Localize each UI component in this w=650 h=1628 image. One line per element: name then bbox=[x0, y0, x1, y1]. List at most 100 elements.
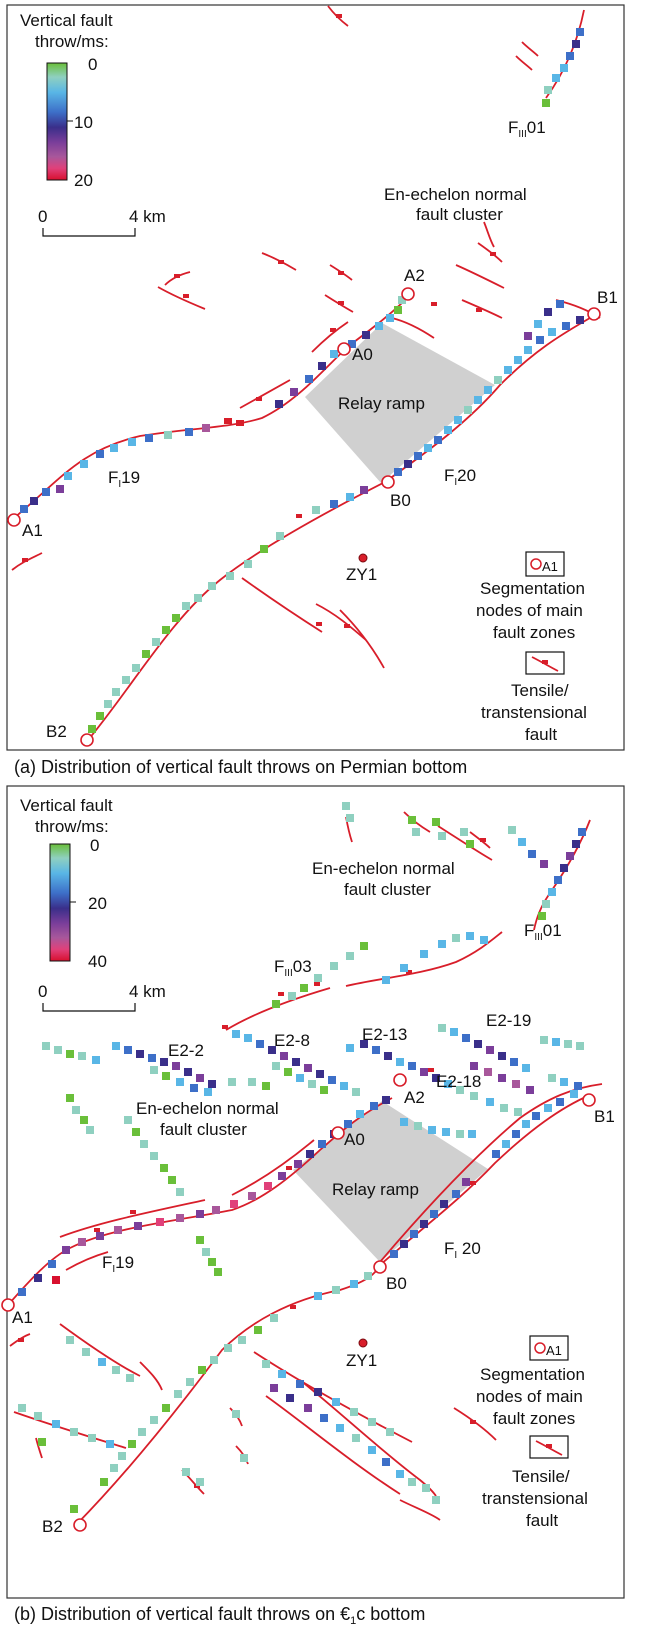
label-A2: A2 bbox=[404, 1088, 425, 1107]
key-tensile-line2: transtensional bbox=[482, 1489, 588, 1508]
throw-marker bbox=[204, 1088, 212, 1096]
throw-marker bbox=[176, 1214, 184, 1222]
throw-marker bbox=[512, 1130, 520, 1138]
throw-marker bbox=[124, 1116, 132, 1124]
label-A1: A1 bbox=[12, 1308, 33, 1327]
throw-marker bbox=[566, 852, 574, 860]
throw-marker bbox=[98, 1358, 106, 1366]
tick bbox=[236, 420, 244, 426]
fault-a-seg-13 bbox=[241, 577, 323, 633]
throw-colorbar bbox=[49, 843, 71, 962]
throw-marker bbox=[404, 460, 412, 468]
tick bbox=[183, 294, 189, 298]
throw-marker bbox=[444, 426, 452, 434]
key-tensile-line3: fault bbox=[525, 725, 557, 744]
tick bbox=[224, 418, 232, 424]
throw-marker bbox=[554, 876, 562, 884]
throw-marker bbox=[34, 1274, 42, 1282]
throw-marker bbox=[92, 1056, 100, 1064]
key-node-tag: A1 bbox=[542, 559, 558, 574]
fault-a-seg-19 bbox=[521, 41, 539, 57]
tick bbox=[130, 1210, 136, 1214]
throw-marker bbox=[182, 1468, 190, 1476]
tick bbox=[490, 252, 496, 256]
throw-marker bbox=[56, 485, 64, 493]
throw-marker bbox=[142, 650, 150, 658]
label-A1: A1 bbox=[22, 521, 43, 540]
tick bbox=[344, 624, 350, 628]
throw-marker bbox=[430, 1210, 438, 1218]
label-A2: A2 bbox=[404, 266, 425, 285]
throw-marker bbox=[148, 1054, 156, 1062]
throw-marker bbox=[394, 306, 402, 314]
throw-marker bbox=[566, 52, 574, 60]
node-A1 bbox=[7, 513, 21, 527]
throw-marker bbox=[18, 1404, 26, 1412]
tick bbox=[476, 308, 482, 312]
throw-marker bbox=[474, 1040, 482, 1048]
throw-marker bbox=[438, 1024, 446, 1032]
legend-title-line2: throw/ms: bbox=[35, 817, 109, 836]
label-enechelon-mid-line1: En-echelon normal bbox=[136, 1099, 279, 1118]
throw-marker bbox=[228, 1078, 236, 1086]
throw-marker bbox=[86, 1126, 94, 1134]
throw-marker bbox=[348, 340, 356, 348]
throw-marker bbox=[186, 1378, 194, 1386]
throw-marker bbox=[312, 506, 320, 514]
throw-marker bbox=[432, 1496, 440, 1504]
tick bbox=[336, 14, 342, 18]
throw-marker bbox=[474, 396, 482, 404]
tick bbox=[470, 1420, 476, 1424]
key-node-tag: A1 bbox=[546, 1343, 562, 1358]
node-B0 bbox=[381, 475, 395, 489]
throw-marker bbox=[532, 1112, 540, 1120]
label-enechelon-line2: fault cluster bbox=[416, 205, 503, 224]
throw-marker bbox=[398, 296, 406, 304]
fault-b-seg-22 bbox=[399, 1499, 441, 1521]
fault-b-seg-4 bbox=[379, 1083, 603, 1263]
fault-b-seg-13 bbox=[59, 1323, 141, 1377]
label-B1: B1 bbox=[594, 1107, 615, 1126]
key-node-line2: nodes of main bbox=[476, 1387, 583, 1406]
throw-marker bbox=[238, 1336, 246, 1344]
throw-marker bbox=[330, 500, 338, 508]
legend-tick-0: 0 bbox=[88, 55, 97, 74]
throw-marker bbox=[422, 1484, 430, 1492]
throw-marker bbox=[384, 1052, 392, 1060]
throw-marker bbox=[332, 1286, 340, 1294]
throw-marker bbox=[106, 1440, 114, 1448]
throw-marker bbox=[118, 1452, 126, 1460]
panel-a-caption: (a) Distribution of vertical fault throw… bbox=[14, 757, 467, 777]
throw-marker bbox=[350, 1408, 358, 1416]
throw-marker bbox=[156, 1218, 164, 1226]
throw-marker bbox=[514, 1108, 522, 1116]
throw-marker bbox=[292, 1058, 300, 1066]
node-B1 bbox=[587, 307, 601, 321]
legend-tick-40: 40 bbox=[88, 952, 107, 971]
throw-marker bbox=[486, 1098, 494, 1106]
throw-marker bbox=[408, 1062, 416, 1070]
throw-marker bbox=[552, 1038, 560, 1046]
throw-marker bbox=[54, 1046, 62, 1054]
throw-marker bbox=[420, 1068, 428, 1076]
throw-marker bbox=[260, 545, 268, 553]
key-node-circle bbox=[534, 1342, 546, 1354]
throw-marker bbox=[460, 828, 468, 836]
throw-marker bbox=[364, 1272, 372, 1280]
throw-marker bbox=[96, 1232, 104, 1240]
scale-right: 4 km bbox=[129, 207, 166, 226]
fault-b-seg-21 bbox=[35, 1437, 43, 1459]
throw-marker bbox=[272, 1062, 280, 1070]
fault-b-seg-7 bbox=[403, 811, 431, 833]
throw-marker bbox=[262, 1360, 270, 1368]
throw-marker bbox=[244, 1034, 252, 1042]
label-FIII03: FIII03 bbox=[274, 957, 312, 979]
throw-marker bbox=[508, 826, 516, 834]
throw-markers-FI19 bbox=[20, 296, 406, 513]
throw-marker bbox=[224, 1344, 232, 1352]
throw-marker bbox=[362, 331, 370, 339]
throw-marker bbox=[232, 1410, 240, 1418]
throw-marker bbox=[360, 1040, 368, 1048]
throw-marker bbox=[428, 1126, 436, 1134]
key-node-line1: Segmentation bbox=[480, 579, 585, 598]
